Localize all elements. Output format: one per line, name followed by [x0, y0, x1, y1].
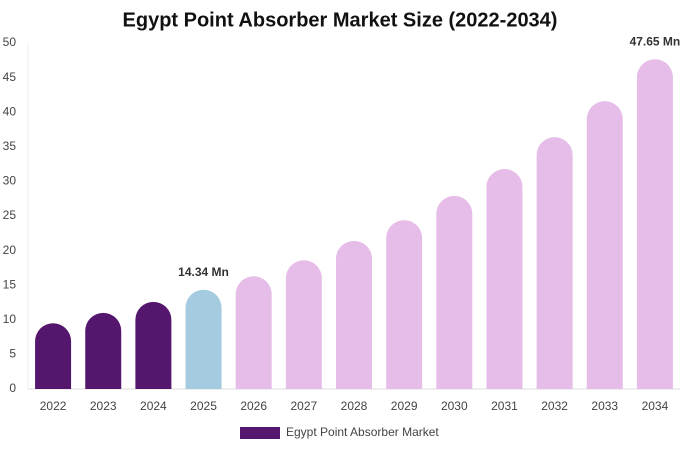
bar: [386, 220, 423, 389]
bar: [285, 260, 322, 389]
bar: [85, 312, 122, 389]
y-tick-label: 20: [3, 243, 17, 257]
bar: [185, 289, 222, 389]
x-tick-label: 2029: [391, 399, 418, 413]
x-tick-label: 2034: [642, 399, 669, 413]
x-tick-label: 2033: [591, 399, 618, 413]
bar: [135, 301, 172, 389]
bar: [536, 137, 573, 389]
y-tick-label: 40: [3, 104, 17, 118]
y-tick-label: 5: [9, 347, 16, 361]
y-tick-label: 15: [3, 277, 17, 291]
bar: [636, 59, 673, 390]
bar: [436, 195, 473, 389]
bar: [35, 323, 72, 389]
y-tick-label: 30: [3, 174, 17, 188]
y-tick-label: 45: [3, 70, 17, 84]
y-tick-label: 0: [9, 381, 16, 395]
bar: [336, 240, 372, 389]
x-tick-label: 2023: [90, 399, 117, 413]
y-tick-label: 35: [3, 139, 17, 153]
bar: [586, 101, 623, 390]
chart-title: Egypt Point Absorber Market Size (2022-2…: [123, 9, 558, 31]
x-tick-label: 2028: [341, 399, 368, 413]
x-tick-label: 2032: [541, 399, 568, 413]
y-tick-label: 10: [3, 312, 17, 326]
value-label: 47.65 Mn: [630, 34, 680, 48]
x-tick-label: 2027: [290, 399, 317, 413]
x-tick-label: 2022: [40, 399, 67, 413]
x-tick-label: 2024: [140, 399, 167, 413]
x-tick-label: 2031: [491, 399, 518, 413]
bar: [235, 276, 272, 389]
bar: [486, 168, 523, 389]
legend-label: Egypt Point Absorber Market: [286, 425, 439, 439]
x-tick-label: 2030: [441, 399, 468, 413]
y-tick-label: 50: [3, 35, 17, 49]
y-tick-label: 25: [3, 208, 17, 222]
x-tick-label: 2025: [190, 399, 217, 413]
value-label: 14.34 Mn: [178, 265, 229, 279]
x-tick-label: 2026: [240, 399, 267, 413]
legend-swatch: [240, 427, 280, 439]
